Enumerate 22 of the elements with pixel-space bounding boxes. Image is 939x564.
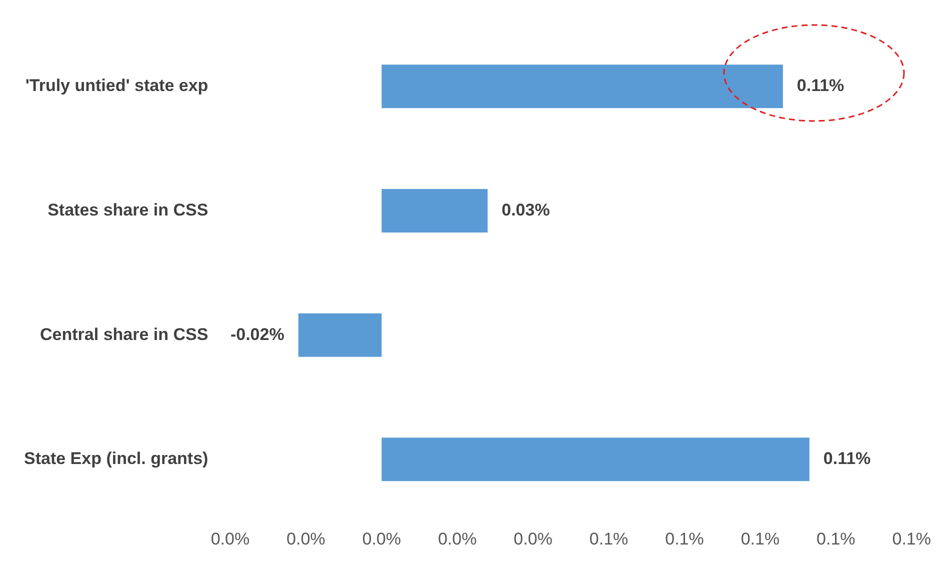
y-tick-label: 'Truly untied' state exp bbox=[25, 76, 208, 96]
x-tick-label: 0.0% bbox=[362, 529, 402, 548]
data-label: 0.03% bbox=[502, 200, 550, 220]
x-tick-label: 0.1% bbox=[740, 529, 780, 548]
y-tick-label: State Exp (incl. grants) bbox=[24, 449, 208, 468]
x-tick-label: 0.1% bbox=[665, 529, 704, 548]
x-tick-label: 0.0% bbox=[438, 529, 477, 548]
y-tick-label: Central share in CSS bbox=[40, 324, 208, 344]
x-tick-label: 0.0% bbox=[286, 529, 326, 548]
x-tick-label: 0.1% bbox=[589, 529, 628, 548]
data-label: 0.11% bbox=[796, 76, 844, 96]
bar bbox=[382, 438, 810, 482]
bar bbox=[382, 64, 783, 108]
x-tick-label: 0.0% bbox=[210, 529, 250, 548]
x-tick-label: 0.1% bbox=[892, 529, 931, 548]
bar bbox=[298, 313, 382, 357]
x-tick-label: 0.0% bbox=[514, 529, 552, 548]
bar bbox=[382, 188, 488, 232]
y-tick-label: States share in CSS bbox=[48, 200, 208, 220]
data-label: 0.11% bbox=[823, 449, 871, 468]
x-tick-label: 0.1% bbox=[816, 529, 856, 548]
data-label: -0.02% bbox=[230, 324, 284, 344]
